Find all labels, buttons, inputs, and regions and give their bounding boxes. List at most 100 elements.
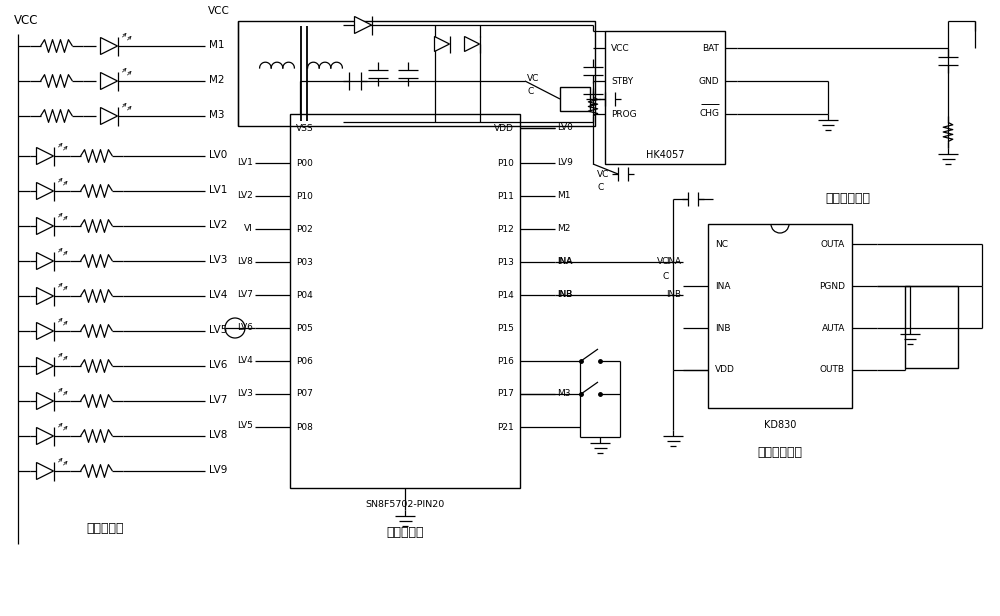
Text: LV0: LV0 xyxy=(209,150,227,160)
Text: M3: M3 xyxy=(209,110,224,120)
Text: SN8F5702-PIN20: SN8F5702-PIN20 xyxy=(365,500,445,509)
Text: LV5: LV5 xyxy=(237,421,253,431)
Polygon shape xyxy=(36,428,54,445)
Text: LV7: LV7 xyxy=(237,290,253,299)
Text: VC: VC xyxy=(597,169,609,179)
Text: 单片机模块: 单片机模块 xyxy=(386,526,424,539)
Text: VSS: VSS xyxy=(296,123,314,132)
Text: C: C xyxy=(527,86,533,95)
Text: P10: P10 xyxy=(497,158,514,168)
Text: LV3: LV3 xyxy=(237,389,253,397)
Text: LV0: LV0 xyxy=(557,123,573,131)
Bar xyxy=(708,224,852,408)
Text: LV2: LV2 xyxy=(209,220,227,230)
Text: AUTA: AUTA xyxy=(822,323,845,333)
Text: LV9: LV9 xyxy=(557,158,573,166)
Polygon shape xyxy=(36,253,54,270)
Text: M3: M3 xyxy=(557,389,570,397)
Text: M2: M2 xyxy=(557,224,570,232)
Bar xyxy=(238,21,595,126)
Polygon shape xyxy=(355,17,372,33)
Text: P05: P05 xyxy=(296,323,313,333)
Polygon shape xyxy=(101,38,118,54)
Text: KD830: KD830 xyxy=(764,420,796,430)
Text: LV5: LV5 xyxy=(209,325,227,335)
Text: 电源管理模块: 电源管理模块 xyxy=(826,192,870,205)
Text: VC: VC xyxy=(527,73,539,83)
Polygon shape xyxy=(36,357,54,375)
Text: VDD: VDD xyxy=(715,365,735,375)
Text: P17: P17 xyxy=(497,389,514,399)
Text: LV4: LV4 xyxy=(237,355,253,365)
Polygon shape xyxy=(36,217,54,235)
Text: BAT: BAT xyxy=(702,44,719,52)
Text: VC: VC xyxy=(657,256,669,265)
Text: LV6: LV6 xyxy=(209,360,227,370)
Text: P07: P07 xyxy=(296,389,313,399)
Text: LV1: LV1 xyxy=(209,185,227,195)
Text: OUTB: OUTB xyxy=(820,365,845,375)
Text: INA: INA xyxy=(557,256,572,265)
Polygon shape xyxy=(101,73,118,89)
Text: VI: VI xyxy=(244,224,253,232)
Text: P13: P13 xyxy=(497,257,514,267)
Polygon shape xyxy=(36,463,54,479)
Bar xyxy=(560,87,590,111)
Text: LV7: LV7 xyxy=(209,395,227,405)
Text: OUTA: OUTA xyxy=(821,240,845,248)
Text: P14: P14 xyxy=(497,291,514,299)
Text: C: C xyxy=(663,272,669,280)
Polygon shape xyxy=(36,147,54,164)
Text: LV6: LV6 xyxy=(237,323,253,331)
Text: INA: INA xyxy=(666,256,681,265)
Polygon shape xyxy=(101,108,118,124)
Text: P08: P08 xyxy=(296,423,313,431)
Text: VCC: VCC xyxy=(611,44,630,52)
Polygon shape xyxy=(36,392,54,410)
Text: LV8: LV8 xyxy=(237,256,253,265)
Text: VCC: VCC xyxy=(208,6,230,16)
Text: INB: INB xyxy=(557,290,572,299)
Text: CHG: CHG xyxy=(699,108,719,118)
Polygon shape xyxy=(36,323,54,339)
Text: P11: P11 xyxy=(497,192,514,200)
Text: INA: INA xyxy=(715,282,730,291)
Text: VCC: VCC xyxy=(14,14,38,27)
Text: P04: P04 xyxy=(296,291,313,299)
Bar xyxy=(905,286,958,368)
Text: P00: P00 xyxy=(296,158,313,168)
Polygon shape xyxy=(434,36,450,52)
Bar xyxy=(290,114,520,488)
Polygon shape xyxy=(36,182,54,200)
Text: INB: INB xyxy=(666,290,681,299)
Text: 发光二极管: 发光二极管 xyxy=(86,522,124,535)
Polygon shape xyxy=(464,36,480,52)
Text: LV1: LV1 xyxy=(237,158,253,166)
Text: INB: INB xyxy=(715,323,730,333)
Text: P03: P03 xyxy=(296,257,313,267)
Text: PGND: PGND xyxy=(819,282,845,291)
Text: LV2: LV2 xyxy=(237,190,253,200)
Text: INA: INA xyxy=(557,256,572,265)
Bar xyxy=(605,31,725,164)
Text: GND: GND xyxy=(698,76,719,86)
Text: P02: P02 xyxy=(296,224,313,233)
Text: LV3: LV3 xyxy=(209,255,227,265)
Text: P21: P21 xyxy=(497,423,514,431)
Text: LV9: LV9 xyxy=(209,465,227,475)
Text: M1: M1 xyxy=(209,40,224,50)
Text: LV8: LV8 xyxy=(209,430,227,440)
Text: M2: M2 xyxy=(209,75,224,85)
Text: C: C xyxy=(597,182,603,192)
Text: P06: P06 xyxy=(296,357,313,365)
Text: HK4057: HK4057 xyxy=(646,150,684,160)
Text: P16: P16 xyxy=(497,357,514,365)
Text: LV4: LV4 xyxy=(209,290,227,300)
Text: NC: NC xyxy=(715,240,728,248)
Text: 频率控制模块: 频率控制模块 xyxy=(758,446,802,459)
Text: M1: M1 xyxy=(557,190,570,200)
Text: STBY: STBY xyxy=(611,76,633,86)
Polygon shape xyxy=(36,288,54,304)
Text: P10: P10 xyxy=(296,192,313,200)
Text: P12: P12 xyxy=(497,224,514,233)
